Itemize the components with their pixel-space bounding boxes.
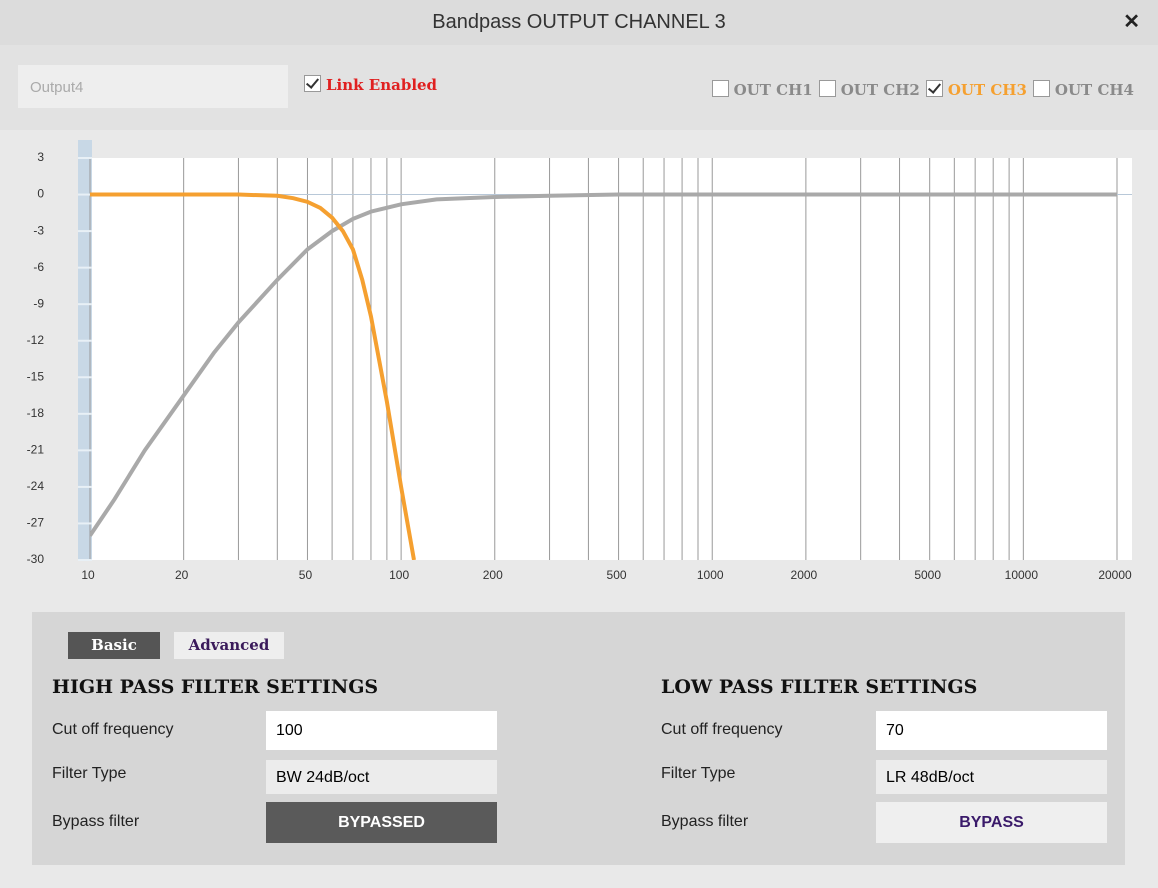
channel-checkbox[interactable]: OUT CH4 [1032,80,1134,99]
x-tick-label: 2000 [791,568,818,582]
channel-label: OUT CH3 [947,81,1027,99]
channel-label: OUT CH2 [840,81,920,99]
channel-checkbox[interactable]: OUT CH1 [711,80,813,99]
tab[interactable]: Advanced [174,632,284,659]
link-checkbox[interactable]: Link Enabled [304,75,437,94]
y-tick-label: -9 [33,296,44,310]
section-heading: HIGH PASS FILTER SETTINGS [52,676,379,698]
y-tick-label: -21 [27,443,45,457]
field-label: Cut off frequency [661,721,783,738]
checkbox [711,80,729,97]
y-tick-label: -6 [33,260,44,274]
y-tick-label: -24 [27,479,45,493]
checkbox [1032,80,1050,97]
y-tick-label: -27 [27,516,45,530]
x-tick-label: 20000 [1098,568,1132,582]
field-label: Filter Type [52,765,127,782]
filter-type[interactable]: LR 48dB/oct [876,760,1107,794]
x-tick-label: 5000 [914,568,941,582]
channel-checkbox[interactable]: OUT CH2 [818,80,920,99]
y-tick-label: -12 [27,333,45,347]
window-title: Bandpass OUTPUT CHANNEL 3 [0,0,1158,45]
curve [90,192,1117,537]
cutoff-input[interactable]: 70 [876,711,1107,750]
cutoff-input[interactable]: 100 [266,711,497,750]
x-tick-label: 50 [299,568,313,582]
x-tick-label: 20 [175,568,189,582]
y-tick-label: 0 [37,187,44,201]
x-tick-label: 10000 [1005,568,1039,582]
section-heading: LOW PASS FILTER SETTINGS [661,676,978,698]
plot-area [78,158,1132,560]
tab[interactable]: Basic [68,632,160,659]
filter-type[interactable]: BW 24dB/oct [266,760,497,794]
channel-label: OUT CH4 [1054,81,1134,99]
field-label: Bypass filter [52,813,140,830]
x-tick-label: 500 [607,568,627,582]
y-tick-label: -15 [27,369,45,383]
y-tick-label: -3 [33,223,44,237]
field-label: Bypass filter [661,813,749,830]
bypass-button[interactable]: BYPASSED [266,802,497,843]
y-axis-bar [78,140,92,560]
link-label: Link Enabled [326,76,438,94]
x-tick-label: 1000 [697,568,724,582]
y-tick-label: 3 [37,150,44,164]
x-tick-label: 200 [483,568,503,582]
name-field[interactable]: Output4 [18,65,288,108]
channel-label: OUT CH1 [733,81,813,99]
y-tick-label: -30 [27,552,45,566]
checkbox [925,80,943,97]
x-tick-label: 100 [389,568,409,582]
channel-checkboxes: OUT CH1 OUT CH2 OUT CH3 OUT CH4 [706,80,1134,99]
x-tick-label: 10 [81,568,95,582]
curve [90,192,416,560]
bypass-button[interactable]: BYPASS [876,802,1107,843]
chart: 3 0 -3 -6 -9 -12 -15 -18 -21 -24 -27 -30 10 20 50 100 20… [27,140,1132,582]
channel-checkbox[interactable]: OUT CH3 [925,80,1027,99]
field-label: Cut off frequency [52,721,174,738]
close-button[interactable]: ✕ [1123,11,1140,33]
checkbox [818,80,836,97]
y-tick-label: -18 [27,406,45,420]
field-label: Filter Type [661,765,736,782]
checkbox [304,75,321,92]
